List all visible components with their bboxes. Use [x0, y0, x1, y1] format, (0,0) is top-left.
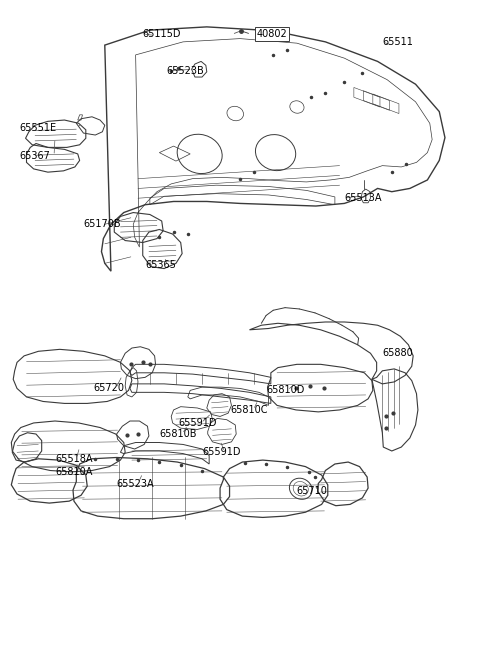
Text: 65115D: 65115D — [143, 29, 181, 39]
Text: 65367: 65367 — [19, 151, 50, 161]
Text: 65518A: 65518A — [55, 454, 93, 464]
Text: 65810A: 65810A — [55, 467, 92, 477]
Text: 40802: 40802 — [257, 29, 288, 39]
Text: 65710: 65710 — [296, 486, 327, 496]
Text: 65170B: 65170B — [84, 219, 121, 229]
Text: 65551E: 65551E — [19, 123, 57, 133]
Text: 65365: 65365 — [145, 260, 176, 270]
Text: 65511: 65511 — [383, 37, 413, 47]
Text: 65810D: 65810D — [266, 386, 304, 396]
Text: 65523B: 65523B — [167, 66, 204, 76]
Text: 65720: 65720 — [93, 384, 124, 394]
Text: 65591D: 65591D — [202, 447, 240, 457]
Text: 65810C: 65810C — [230, 405, 268, 415]
Text: 65523A: 65523A — [117, 478, 154, 489]
Text: 65591D: 65591D — [179, 418, 217, 428]
Text: 65810B: 65810B — [159, 429, 197, 439]
Text: 65880: 65880 — [383, 348, 413, 358]
Text: 65513A: 65513A — [344, 193, 382, 203]
